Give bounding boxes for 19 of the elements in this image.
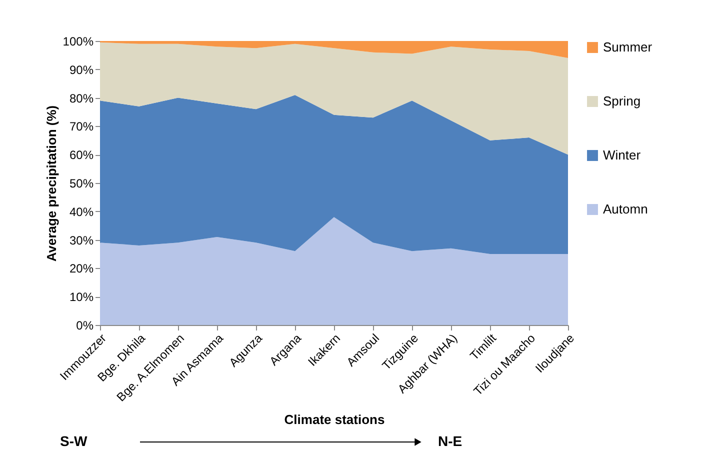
y-tick-label: 30% — [69, 233, 94, 248]
y-axis-title: Average precipitation (%) — [44, 105, 59, 262]
text: N-E — [438, 433, 462, 449]
x-axis-title: Climate stations — [284, 412, 385, 427]
y-tick-label: 50% — [69, 176, 94, 190]
y-tick-label: 20% — [69, 262, 94, 276]
y-tick-label: 60% — [69, 148, 94, 162]
y-tick-label: 0% — [76, 318, 94, 332]
legend-label: Spring — [603, 94, 641, 108]
y-tick-label: 100% — [62, 34, 94, 48]
y-tick-label: 80% — [69, 91, 94, 106]
y-tick-label: 10% — [69, 290, 94, 304]
y-tick-label: 90% — [69, 62, 94, 77]
legend-label: Automn — [603, 202, 648, 216]
text: S-W — [60, 433, 88, 449]
legend-label: Winter — [603, 148, 642, 162]
y-tick-label: 40% — [69, 204, 94, 219]
y-tick-label: 70% — [69, 120, 94, 134]
legend-label: Summer — [603, 40, 653, 54]
